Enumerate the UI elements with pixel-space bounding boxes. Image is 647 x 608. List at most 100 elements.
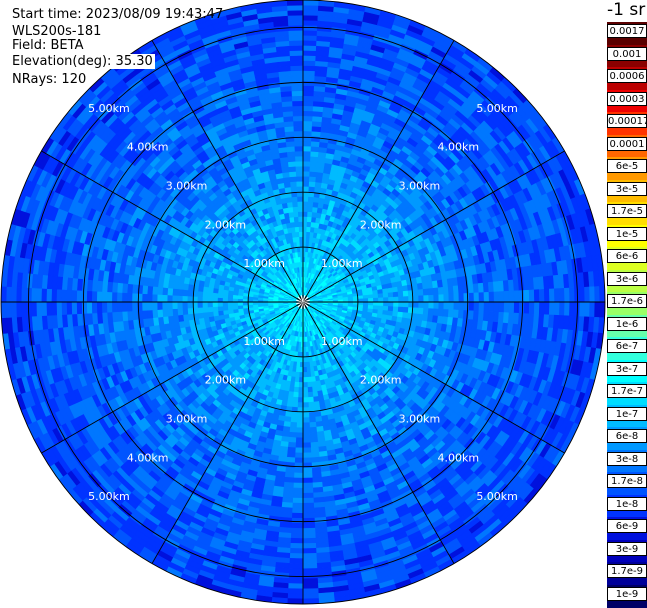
heatmap-cell [290, 217, 295, 223]
heatmap-cell [293, 111, 303, 116]
heatmap-cell [309, 422, 316, 428]
heatmap-cell [293, 488, 303, 493]
heatmap-cell [303, 468, 312, 473]
heatmap-cell [303, 146, 311, 151]
heatmap-cell [373, 302, 378, 306]
heatmap-cell [292, 397, 298, 402]
heatmap-cell [308, 392, 313, 397]
heatmap-cell [299, 216, 303, 221]
heatmap-cell [243, 302, 248, 305]
heatmap-cell [459, 294, 464, 302]
heatmap-cell [311, 151, 319, 157]
heatmap-cell [299, 377, 303, 382]
heatmap-cell [303, 372, 307, 377]
heatmap-cell [383, 302, 388, 306]
heatmap-cell [97, 291, 102, 302]
heatmap-cell [292, 503, 303, 508]
heatmap-cell [303, 111, 313, 116]
heatmap-cell [303, 96, 314, 101]
heatmap-cell [202, 297, 207, 302]
heatmap-cell [172, 288, 178, 295]
heatmap-cell [303, 478, 312, 483]
heatmap-cell [303, 392, 308, 397]
heatmap-cell [499, 291, 504, 302]
heatmap-cell [212, 297, 217, 302]
heatmap-cell [296, 166, 303, 171]
heatmap-cell [303, 458, 311, 463]
heatmap-cell [293, 483, 303, 488]
heatmap-cell [152, 294, 157, 302]
heatmap-cell [296, 438, 303, 443]
heatmap-cell [212, 302, 217, 307]
heatmap-cell [303, 211, 308, 216]
heatmap-cell [310, 437, 318, 443]
heatmap-cell [484, 292, 489, 302]
heatmap-cell [306, 362, 310, 367]
heatmap-cell [443, 309, 449, 317]
heatmap-cell [299, 372, 303, 377]
heatmap-cell [299, 367, 303, 372]
heatmap-cell [177, 302, 182, 309]
heatmap-cell [303, 488, 313, 493]
heatmap-cell [162, 302, 167, 309]
heatmap-cell [378, 294, 383, 298]
heatmap-cell [295, 227, 299, 232]
heatmap-cell [294, 463, 303, 468]
heatmap-cell [428, 288, 434, 295]
heatmap-cell [423, 289, 429, 296]
heatmap-cell [303, 121, 312, 126]
heatmap-cell [288, 437, 296, 443]
heatmap-cell [453, 310, 459, 318]
heatmap-cell [298, 201, 303, 206]
heatmap-cell [292, 96, 303, 101]
heatmap-cell [429, 302, 434, 309]
heatmap-cell [298, 387, 303, 392]
heatmap-cell [287, 447, 295, 453]
heatmap-cell [228, 298, 233, 302]
heatmap-cell [303, 116, 313, 121]
heatmap-cell [429, 295, 434, 302]
heatmap-cell [509, 291, 514, 302]
heatmap-cell [222, 302, 227, 306]
heatmap-cell [187, 308, 192, 314]
heatmap-cell [308, 402, 314, 407]
heatmap-cell [423, 308, 429, 315]
heatmap-cell [289, 171, 296, 177]
heatmap-cell [202, 302, 207, 307]
heatmap-cell [303, 131, 312, 136]
heatmap-cell [303, 483, 313, 488]
heatmap-cell [303, 232, 307, 237]
heatmap-cell [378, 298, 383, 302]
heatmap-cell [291, 412, 297, 417]
heatmap-cell [228, 302, 233, 306]
heatmap-cell [388, 288, 394, 293]
heatmap-cell [182, 289, 188, 296]
heatmap-cell [294, 136, 303, 141]
heatmap-cell [310, 171, 317, 177]
heatmap-cell [137, 293, 142, 302]
heatmap-cell [399, 297, 404, 302]
heatmap-cell [172, 295, 177, 302]
heatmap-cell [454, 302, 459, 310]
heatmap-cell [177, 308, 183, 315]
heatmap-cell [448, 310, 454, 318]
heatmap-cell [294, 217, 299, 222]
heatmap-cell [293, 392, 298, 397]
heatmap-cell [373, 298, 378, 302]
heatmap-cell [297, 418, 303, 423]
heatmap-cell [293, 116, 303, 121]
heatmap-cell [474, 293, 479, 302]
heatmap-cell [289, 432, 296, 438]
heatmap-cell [419, 296, 424, 302]
heatmap-cell [233, 298, 238, 302]
heatmap-cell [295, 443, 303, 448]
heatmap-cell [303, 362, 306, 367]
heatmap-cell [309, 176, 316, 182]
heatmap-cell [298, 211, 303, 216]
heatmap-cell [489, 292, 494, 302]
heatmap-cell [504, 302, 509, 313]
heatmap-cell [434, 302, 439, 309]
heatmap-cell [137, 302, 142, 311]
heatmap-cell [182, 296, 187, 302]
heatmap-cell [449, 294, 454, 302]
